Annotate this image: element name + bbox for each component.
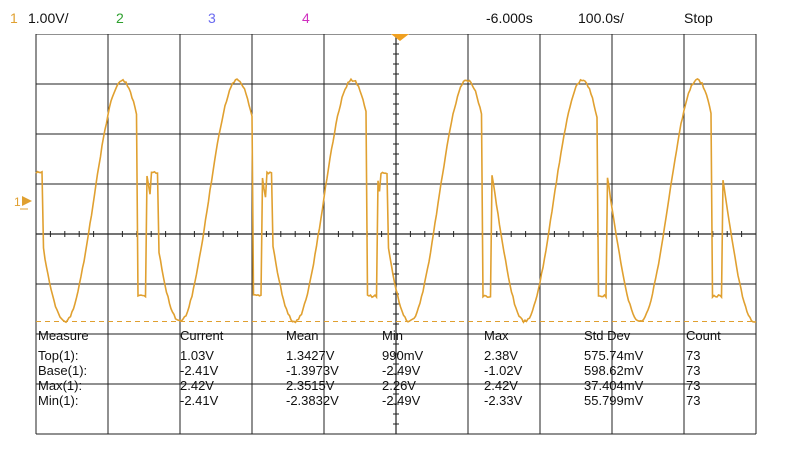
value-mean: 1.3427V [286,348,334,363]
value-std-dev: 575.74mV [584,348,643,363]
value-min: 2.26V [382,378,416,393]
value-current: -2.41V [180,393,218,408]
measure-name: Min(1): [38,393,78,408]
trigger-position-marker[interactable] [391,34,409,41]
channel-3-label[interactable]: 3 [208,10,216,26]
value-max: 2.42V [484,378,518,393]
measurement-row-max[interactable]: Max(1): 2.42V 2.3515V 2.26V 2.42V 37.404… [38,378,754,393]
value-current: 1.03V [180,348,214,363]
value-count: 73 [686,348,700,363]
value-min: -2.49V [382,393,420,408]
channel-1-label[interactable]: 1 [10,10,18,26]
value-std-dev: 55.799mV [584,393,643,408]
header-count: Count [686,328,721,343]
measurement-row-base[interactable]: Base(1): -2.41V -1.3973V -2.49V -1.02V 5… [38,363,754,378]
trigger-marker-icon[interactable] [391,34,409,41]
value-mean: -1.3973V [286,363,339,378]
value-min: -2.49V [382,363,420,378]
header-measure: Measure [38,328,89,343]
channel-4-label[interactable]: 4 [302,10,310,26]
time-scale[interactable]: 100.0s/ [578,10,624,26]
time-offset[interactable]: -6.000s [486,10,533,26]
value-std-dev: 598.62mV [584,363,643,378]
value-max: -1.02V [484,363,522,378]
value-count: 73 [686,363,700,378]
header-std-dev: Std Dev [584,328,630,343]
value-count: 73 [686,378,700,393]
value-current: 2.42V [180,378,214,393]
value-max: 2.38V [484,348,518,363]
measure-name: Top(1): [38,348,79,363]
value-count: 73 [686,393,700,408]
value-std-dev: 37.404mV [584,378,643,393]
status-bar: 1 1.00V/ 2 3 4 -6.000s 100.0s/ Stop [0,0,800,34]
value-max: -2.33V [484,393,522,408]
header-min: Min [382,328,403,343]
measurement-header-row: Measure Current Mean Min Max Std Dev Cou… [38,328,754,343]
value-mean: 2.3515V [286,378,334,393]
channel-1-marker-label: 1 [14,195,21,209]
channel-1-scale[interactable]: 1.00V/ [28,10,68,26]
header-mean: Mean [286,328,319,343]
channel-1-ground-marker[interactable]: 1 [14,195,32,209]
value-mean: -2.3832V [286,393,339,408]
measure-name: Base(1): [38,363,87,378]
ground-arrow-icon [22,196,32,206]
header-current: Current [180,328,223,343]
measurement-row-min[interactable]: Min(1): -2.41V -2.3832V -2.49V -2.33V 55… [38,393,754,408]
value-min: 990mV [382,348,423,363]
value-current: -2.41V [180,363,218,378]
measurement-row-top[interactable]: Top(1): 1.03V 1.3427V 990mV 2.38V 575.74… [38,348,754,363]
measure-name: Max(1): [38,378,82,393]
header-max: Max [484,328,509,343]
channel-2-label[interactable]: 2 [116,10,124,26]
run-state[interactable]: Stop [684,10,713,26]
